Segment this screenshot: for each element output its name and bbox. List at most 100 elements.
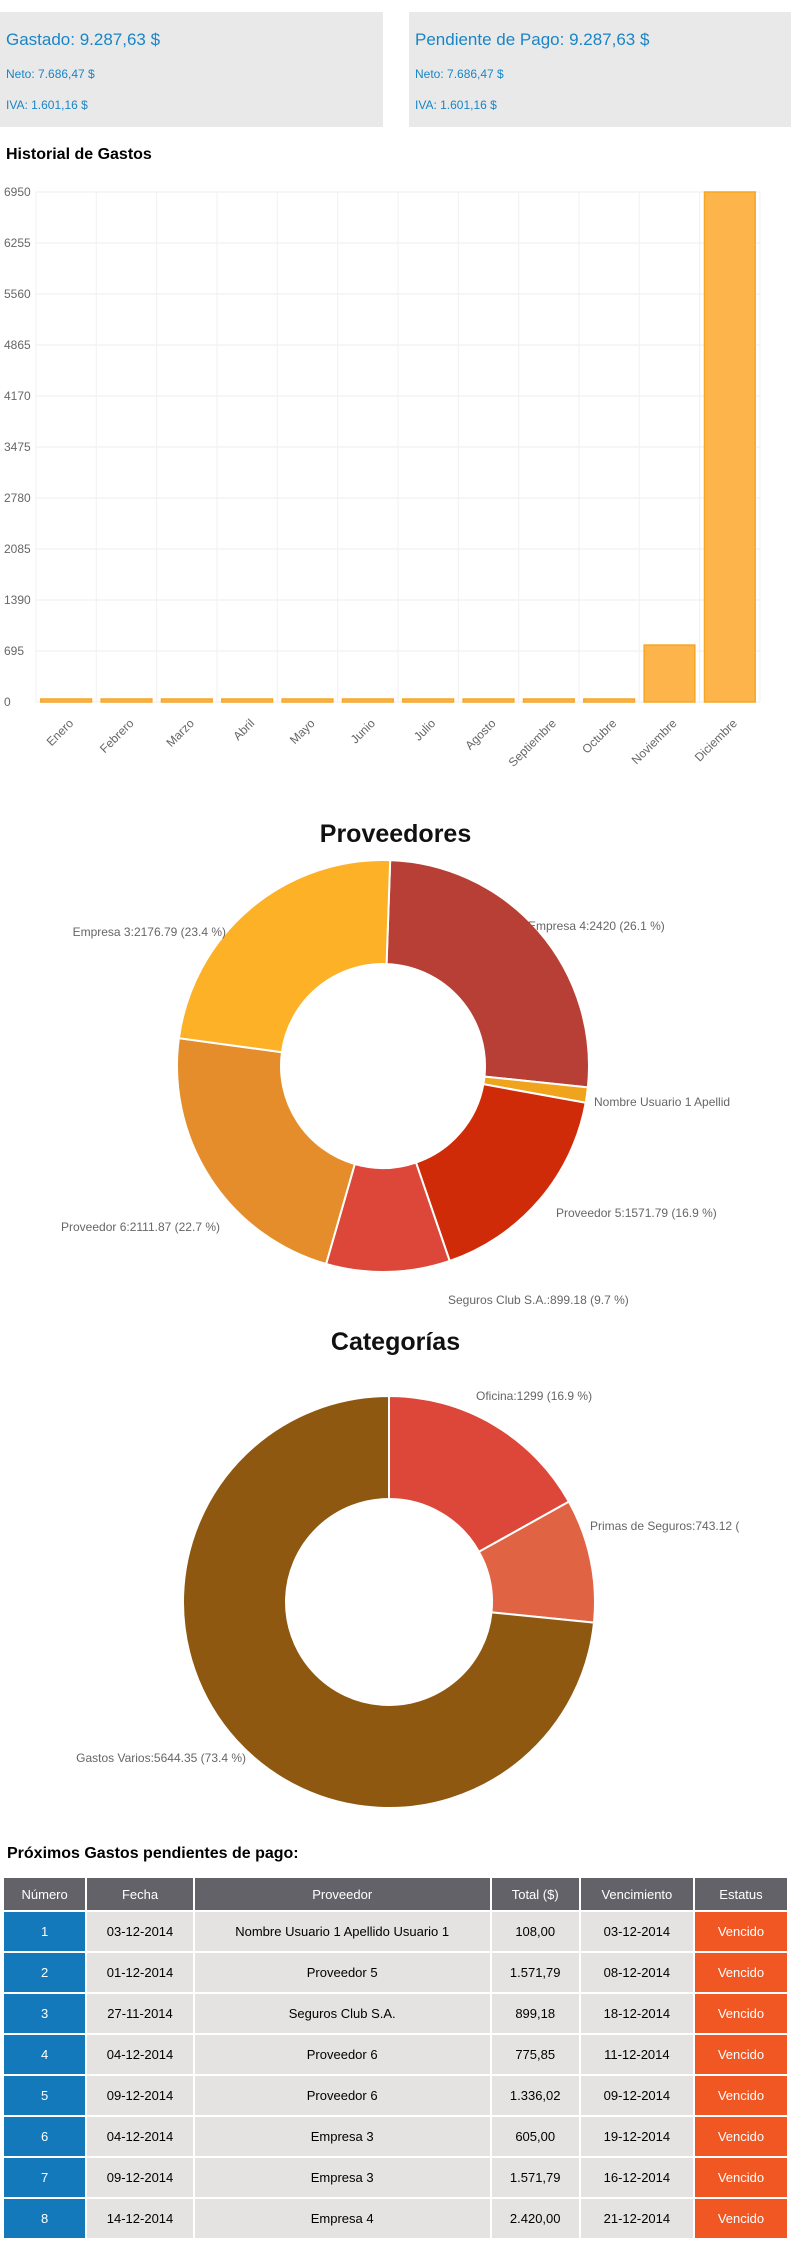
x-tick-label: Mayo [287,716,318,747]
column-header-total[interactable]: Total ($) [491,1878,579,1910]
history-bar-chart: 0 695 1390 2085 2780 3475 4170 4865 5560 6255 6950… [4,185,761,770]
row-total: 2.420,00 [491,2199,579,2238]
row-provider: Empresa 4 [194,2199,490,2238]
row-due-date: 11-12-2014 [580,2035,693,2074]
table-row[interactable]: 7 09-12-2014 Empresa 3 1.571,79 16-12-2014 Ve… [4,2158,787,2197]
pie-slice[interactable] [388,1394,571,1554]
row-total: 899,18 [491,1994,579,2033]
bar-abril[interactable] [221,698,274,703]
row-total: 605,00 [491,2117,579,2156]
y-tick-label: 695 [4,644,24,658]
row-provider: Empresa 3 [194,2117,490,2156]
row-date: 14-12-2014 [87,2199,193,2238]
bar-octubre[interactable] [583,698,636,703]
row-total: 1.336,02 [491,2076,579,2115]
row-number: 7 [4,2158,86,2197]
table-header-row: Número Fecha Proveedor Total ($) Vencimi… [4,1878,787,1910]
y-tick-label: 4865 [4,338,31,352]
row-due-date: 03-12-2014 [580,1912,693,1951]
pie-slice[interactable] [385,860,590,1089]
pie-slice[interactable] [176,1037,357,1266]
x-tick-label: Abril [230,716,257,743]
bar-septiembre[interactable] [522,698,575,703]
row-total: 1.571,79 [491,1953,579,1992]
row-number: 5 [4,2076,86,2115]
row-status: Vencido [694,2076,787,2115]
bar-julio[interactable] [402,698,455,703]
row-date: 27-11-2014 [87,1994,193,2033]
pie-slice[interactable] [177,860,392,1054]
y-tick-label: 4170 [4,389,31,403]
row-date: 04-12-2014 [87,2117,193,2156]
row-status: Vencido [694,1994,787,2033]
column-header-number[interactable]: Número [4,1878,86,1910]
bar-noviembre[interactable] [643,644,696,703]
table-row[interactable]: 8 14-12-2014 Empresa 4 2.420,00 21-12-2014 Ve… [4,2199,787,2238]
x-tick-label: Enero [44,716,77,749]
row-provider: Proveedor 6 [194,2035,490,2074]
x-tick-label: Marzo [163,716,197,750]
row-status: Vencido [694,2158,787,2197]
spent-total: Gastado: 9.287,63 $ [6,30,161,49]
pie-slice-label: Proveedor 5:1571.79 (16.9 %) [556,1206,717,1220]
table-row[interactable]: 1 03-12-2014 Nombre Usuario 1 Apellido Usu… [4,1912,787,1951]
row-status: Vencido [694,2035,787,2074]
y-tick-label: 2780 [4,491,31,505]
row-number: 6 [4,2117,86,2156]
pie-slice[interactable] [414,1083,587,1263]
y-tick-label: 2085 [4,542,31,556]
y-tick-label: 6255 [4,236,31,250]
row-date: 09-12-2014 [87,2076,193,2115]
row-number: 4 [4,2035,86,2074]
x-tick-label: Diciembre [692,716,740,764]
pie-slice-label: Primas de Seguros:743.12 ( [590,1519,739,1533]
pending-table-body: 1 03-12-2014 Nombre Usuario 1 Apellido Usu… [4,1912,787,2238]
table-row[interactable]: 4 04-12-2014 Proveedor 6 775,85 11-12-2014 Ve… [4,2035,787,2074]
x-tick-label: Octubre [579,716,619,756]
row-total: 1.571,79 [491,2158,579,2197]
bar-mayo[interactable] [281,698,334,703]
column-header-provider[interactable]: Proveedor [194,1878,490,1910]
row-total: 108,00 [491,1912,579,1951]
bar-junio[interactable] [341,698,394,703]
column-header-date[interactable]: Fecha [87,1878,193,1910]
row-provider: Proveedor 5 [194,1953,490,1992]
bar-agosto[interactable] [462,698,515,703]
x-tick-label: Febrero [97,716,137,756]
row-status: Vencido [694,2199,787,2238]
column-header-status[interactable]: Estatus [694,1878,787,1910]
row-due-date: 18-12-2014 [580,1994,693,2033]
pie-slice-label: Oficina:1299 (16.9 %) [476,1389,592,1403]
row-status: Vencido [694,1953,787,1992]
row-date: 04-12-2014 [87,2035,193,2074]
providers-pie-title: Proveedores [319,820,472,848]
table-row[interactable]: 6 04-12-2014 Empresa 3 605,00 19-12-2014 Venc… [4,2117,787,2156]
history-title: Historial de Gastos [6,146,152,163]
pending-net: Neto: 7.686,47 $ [415,67,504,81]
bar-enero[interactable] [40,698,93,703]
row-number: 1 [4,1912,86,1951]
bar-febrero[interactable] [100,698,153,703]
pie-slice-label: Empresa 4:2420 (26.1 %) [528,919,665,933]
row-due-date: 16-12-2014 [580,2158,693,2197]
row-provider: Seguros Club S.A. [194,1994,490,2033]
column-header-due-date[interactable]: Vencimiento [580,1878,693,1910]
table-row[interactable]: 3 27-11-2014 Seguros Club S.A. 899,18 18-12-… [4,1994,787,2033]
y-tick-label: 5560 [4,287,31,301]
y-tick-label: 0 [4,695,11,709]
pie-slice[interactable] [182,1394,596,1809]
y-tick-label: 1390 [4,593,31,607]
table-row[interactable]: 2 01-12-2014 Proveedor 5 1.571,79 08-12-2014… [4,1953,787,1992]
row-status: Vencido [694,1912,787,1951]
x-tick-label: Agosto [462,716,499,753]
row-date: 09-12-2014 [87,2158,193,2197]
y-tick-label: 3475 [4,440,31,454]
row-due-date: 19-12-2014 [580,2117,693,2156]
pie-slice-label: Seguros Club S.A.:899.18 (9.7 %) [448,1293,629,1307]
row-number: 2 [4,1953,86,1992]
pie-slice-label: Gastos Varios:5644.35 (73.4 %) [76,1751,246,1765]
bar-diciembre[interactable] [703,191,756,703]
bar-marzo[interactable] [160,698,213,703]
row-due-date: 08-12-2014 [580,1953,693,1992]
table-row[interactable]: 5 09-12-2014 Proveedor 6 1.336,02 09-12-2014… [4,2076,787,2115]
